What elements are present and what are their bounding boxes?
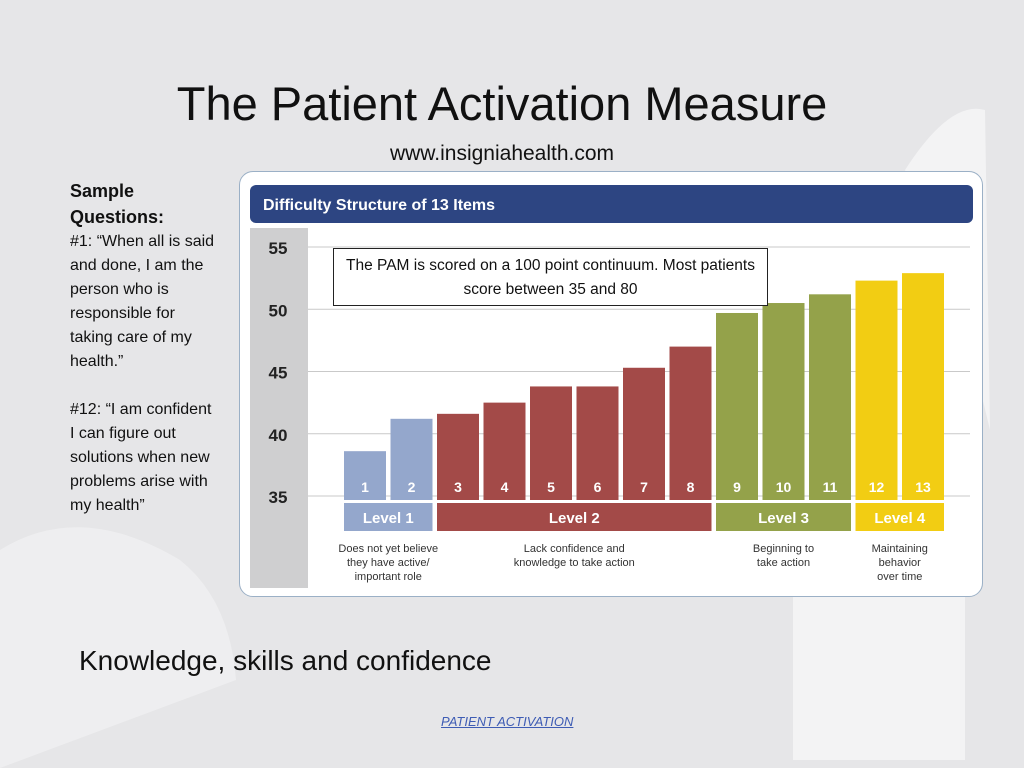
level-description: Does not yet believe xyxy=(338,543,438,555)
pam-note: The PAM is scored on a 100 point continu… xyxy=(333,248,768,306)
x-tick-label: 8 xyxy=(687,479,695,495)
slide-subtitle: www.insigniahealth.com xyxy=(389,142,615,165)
x-tick-label: 3 xyxy=(454,479,462,495)
level-description: behavior xyxy=(879,557,922,569)
level-label: Level 1 xyxy=(363,510,414,527)
bar xyxy=(716,312,758,500)
sample-questions: Sample Questions: #1: “When all is said … xyxy=(70,178,220,518)
x-tick-label: 13 xyxy=(915,479,931,495)
tagline: Knowledge, skills and confidence xyxy=(79,645,492,676)
y-tick-label: 55 xyxy=(269,239,288,258)
level-description: Beginning to xyxy=(753,543,814,555)
x-tick-label: 2 xyxy=(408,479,416,495)
level-label: Level 4 xyxy=(874,510,926,527)
bar xyxy=(762,303,805,500)
level-description: important role xyxy=(355,571,422,583)
y-tick-label: 35 xyxy=(269,488,288,507)
level-band xyxy=(344,503,433,531)
x-tick-label: 1 xyxy=(361,479,369,495)
level-description: over time xyxy=(877,571,922,583)
x-tick-label: 6 xyxy=(594,479,602,495)
x-tick-label: 9 xyxy=(733,479,741,495)
level-description: Maintaining xyxy=(872,543,928,555)
bar xyxy=(483,402,526,500)
level-description: take action xyxy=(757,557,810,569)
level-band xyxy=(437,503,712,531)
bar xyxy=(809,294,851,500)
chart-frame: Difficulty Structure of 13 Items 35 40 45 50… xyxy=(239,171,983,597)
chart-title: Difficulty Structure of 13 Items xyxy=(263,197,495,214)
chart-header-bar xyxy=(250,185,973,223)
level-description: Lack confidence and xyxy=(524,543,625,555)
level-band xyxy=(855,503,944,531)
bar xyxy=(576,386,619,500)
bar xyxy=(855,280,898,500)
bar xyxy=(623,367,665,500)
bar xyxy=(669,346,712,500)
difficulty-chart: Difficulty Structure of 13 Items35404550… xyxy=(250,185,973,588)
bar xyxy=(344,451,386,500)
sample-question-1: #1: “When all is said and done, I am the… xyxy=(70,233,215,370)
x-tick-label: 4 xyxy=(501,479,509,495)
bar xyxy=(902,273,944,500)
y-tick-label: 45 xyxy=(269,364,288,383)
bar xyxy=(437,413,479,500)
slide-title: The Patient Activation Measure xyxy=(176,77,828,130)
sample-questions-heading: Sample Questions: xyxy=(70,181,165,227)
x-tick-label: 7 xyxy=(640,479,648,495)
level-band xyxy=(716,503,851,531)
bar xyxy=(390,418,433,500)
y-tick-label: 40 xyxy=(269,426,288,445)
level-description: knowledge to take action xyxy=(514,557,635,569)
level-description: they have active/ xyxy=(347,557,430,569)
level-label: Level 3 xyxy=(758,510,809,527)
x-tick-label: 5 xyxy=(547,479,555,495)
level-label: Level 2 xyxy=(549,510,600,527)
x-tick-label: 12 xyxy=(869,479,885,495)
sample-question-12: #12: “I am confident I can figure out so… xyxy=(70,401,212,514)
x-tick-label: 10 xyxy=(776,479,792,495)
y-axis-band xyxy=(250,228,308,588)
footer-link[interactable]: PATIENT ACTIVATION xyxy=(441,714,574,729)
bar xyxy=(530,386,572,500)
y-tick-label: 50 xyxy=(269,301,288,320)
x-tick-label: 11 xyxy=(823,479,838,495)
